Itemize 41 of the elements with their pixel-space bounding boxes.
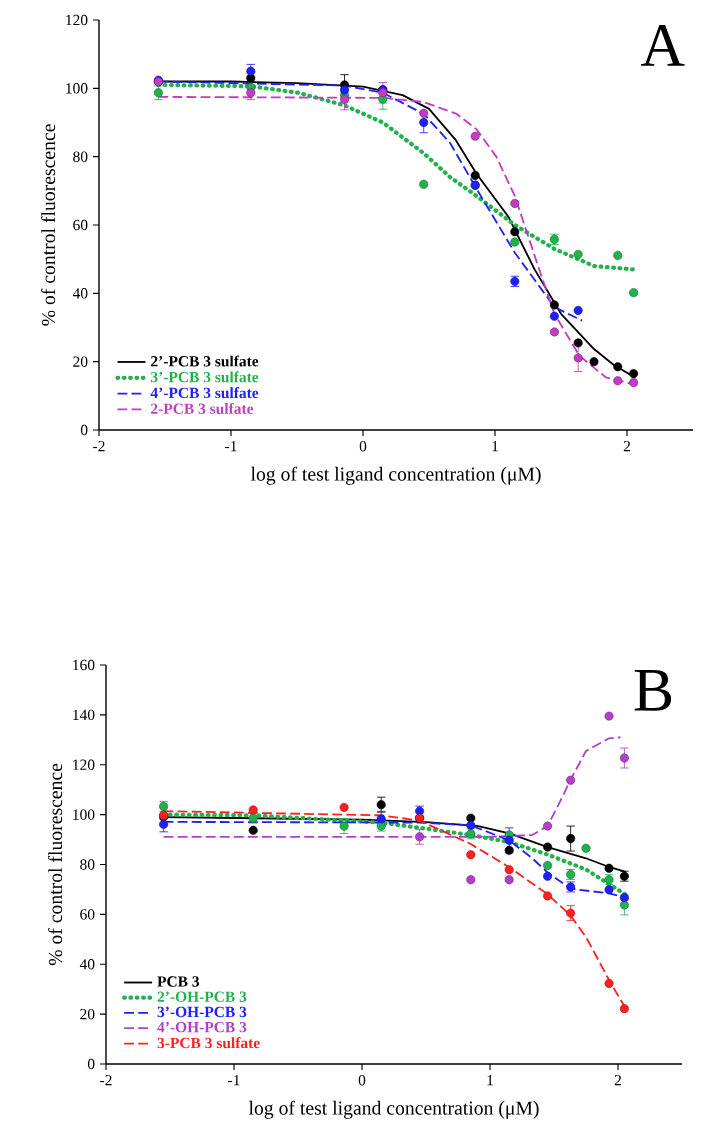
x-axis-title: log of test ligand concentration (μM) — [248, 1100, 539, 1119]
y-tick-label: 40 — [79, 959, 95, 970]
legend-label: 3-PCB 3 sulfate — [157, 1037, 260, 1049]
y-tick-label: 140 — [73, 709, 95, 721]
y-tick-label: 0 — [87, 1058, 95, 1070]
y-axis-title: % of control fluorescence — [41, 124, 56, 326]
x-axis-title: log of test ligand concentration (μM) — [250, 466, 541, 485]
legend-label: 3’-OH-PCB 3 — [157, 1006, 247, 1018]
y-tick-label: 40 — [72, 288, 88, 299]
y-tick-label: 60 — [73, 219, 88, 231]
annotation: B — [634, 669, 672, 711]
y-tick-label: 100 — [73, 809, 95, 820]
x-tick-label: 0 — [358, 1074, 366, 1086]
x-tick-label: 2 — [614, 1074, 622, 1086]
y-tick-label: 100 — [66, 83, 88, 94]
legend-label: 3’-PCB 3 sulfate — [150, 371, 259, 383]
legend-label: 4’-OH-PCB 3 — [157, 1021, 247, 1033]
x-tick-label: -1 — [228, 1074, 240, 1086]
y-tick-label: 80 — [73, 151, 88, 162]
annotation: A — [640, 24, 685, 66]
x-tick-label: -2 — [93, 440, 105, 452]
x-tick-label: -1 — [225, 440, 237, 452]
y-tick-label: 20 — [80, 1008, 95, 1020]
y-tick-label: 60 — [80, 909, 95, 920]
y-tick-label: 0 — [80, 424, 88, 436]
x-tick-label: 1 — [487, 1074, 493, 1086]
x-tick-label: 0 — [359, 440, 367, 452]
legend-label: 4’-PCB 3 sulfate — [150, 387, 259, 399]
y-tick-label: 120 — [73, 759, 95, 770]
y-tick-label: 160 — [73, 659, 95, 671]
y-tick-label: 20 — [73, 356, 88, 367]
legend-label: PCB 3 — [157, 976, 200, 987]
legend-label: 2’-PCB 3 sulfate — [151, 355, 259, 367]
x-tick-label: 2 — [623, 440, 631, 452]
y-tick-label: 120 — [66, 14, 88, 26]
y-axis-title: % of control fluorescence — [48, 763, 63, 966]
y-tick-label: 80 — [80, 859, 95, 870]
legend-label: 2-PCB 3 sulfate — [151, 402, 254, 414]
x-tick-label: -2 — [100, 1074, 112, 1086]
legend-label: 2’-OH-PCB 3 — [157, 991, 247, 1002]
x-tick-label: 1 — [492, 440, 498, 452]
